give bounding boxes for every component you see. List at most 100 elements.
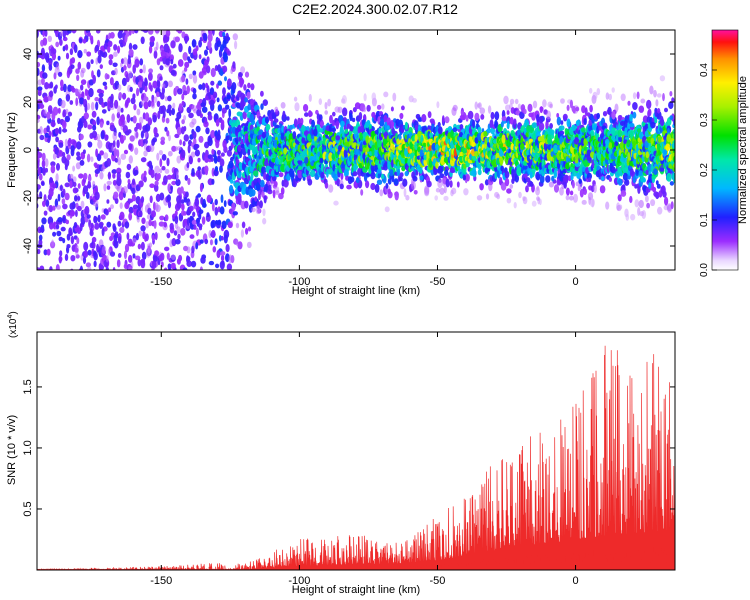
spectrogram-cell <box>42 166 46 176</box>
spectrogram-cell <box>319 121 325 126</box>
spectrogram-cell <box>85 262 91 268</box>
spectrogram-cell <box>55 224 60 230</box>
spectrogram-cell <box>134 126 138 132</box>
spectrogram-cell <box>251 207 256 213</box>
spectrogram-cell <box>42 37 48 46</box>
spectrogram-cell <box>113 240 119 249</box>
spectrogram-cell <box>260 90 264 97</box>
spectrogram-cell <box>56 153 60 159</box>
spectrogram-cell <box>148 219 152 227</box>
spectrogram-cell <box>443 195 449 201</box>
spectrogram-cell <box>459 114 465 120</box>
spectrogram-cell <box>117 220 122 227</box>
spectrogram-cell <box>43 210 48 216</box>
spectrogram-cell <box>182 211 187 216</box>
spectrogram-cell <box>318 98 322 105</box>
spectrogram-cell <box>166 45 170 54</box>
spectrogram-cell <box>79 97 85 105</box>
spectrogram-cell <box>222 31 226 38</box>
spectrogram-cell <box>60 226 66 232</box>
spectrogram-cell <box>56 230 62 237</box>
spectrogram-cell <box>90 222 94 229</box>
spectrogram-cell <box>127 57 132 65</box>
spectrogram-cell <box>415 124 419 131</box>
spectrogram-cell <box>82 38 87 44</box>
spectrogram-cell <box>96 88 103 94</box>
spectrogram-cell <box>49 177 53 184</box>
spectrogram-cell <box>174 36 180 43</box>
spectrogram-cell <box>58 150 64 157</box>
spectrogram-cell <box>78 173 84 179</box>
spectrogram-cell <box>349 176 355 183</box>
spectrogram-cell <box>471 169 477 177</box>
spectrogram-cell <box>232 33 238 41</box>
spectrogram-cell <box>510 130 515 137</box>
spectrogram-cell <box>527 103 533 113</box>
spectrogram-cell <box>399 112 404 120</box>
spectrogram-cell <box>190 151 196 158</box>
spectrogram-cell <box>275 190 280 196</box>
spectrogram-cell <box>426 180 432 188</box>
spectrogram-cell <box>63 83 67 93</box>
spectrogram-cell <box>140 138 144 148</box>
spectrogram-cell <box>45 167 48 173</box>
spectrogram-cell <box>52 106 59 116</box>
spectrogram-cell <box>243 84 247 91</box>
spectrogram-cell <box>113 51 118 57</box>
spectrogram-cell <box>211 229 216 239</box>
spectrogram-cell <box>132 269 134 270</box>
spectrogram-cell <box>90 101 95 111</box>
spectrogram-cell <box>76 205 82 212</box>
spectrogram-cell <box>62 120 67 129</box>
spectrogram-cell <box>449 167 455 174</box>
spectrogram-cell <box>210 221 215 229</box>
spectrogram-cell <box>47 137 51 143</box>
spectrogram-cell <box>153 50 158 59</box>
spectrogram-cell <box>237 144 242 152</box>
spectrogram-cell <box>177 88 183 95</box>
spectrogram-cell <box>150 35 155 43</box>
spectrogram-cell <box>278 172 284 178</box>
spectrogram-cell <box>212 246 217 253</box>
spectrogram-cell <box>91 236 97 243</box>
spectrogram-cell <box>514 98 519 105</box>
spectrogram-cell <box>319 157 324 163</box>
spectrogram-cell <box>153 96 158 103</box>
spectrogram-cell <box>143 96 149 102</box>
spectrogram-cell <box>184 61 190 69</box>
spectrogram-cell <box>222 65 228 73</box>
spectrogram-cell <box>160 136 166 142</box>
spectrogram-cell <box>462 174 467 181</box>
spectrogram-cell <box>280 163 286 173</box>
spectrogram-cell <box>581 127 586 133</box>
spectrogram-cell <box>86 51 92 57</box>
spectrogram-cell <box>240 66 246 74</box>
spectrogram-cell <box>87 141 93 148</box>
spectrogram-cell <box>202 198 206 208</box>
spectrogram-cell <box>128 30 132 36</box>
spectrogram-cell <box>66 244 71 249</box>
spectrogram-cell <box>159 192 165 201</box>
spectrogram-cell <box>214 206 219 216</box>
spectrogram-cell <box>200 102 206 108</box>
spectrogram-cell <box>76 155 82 161</box>
spectrogram-cell <box>55 41 60 48</box>
spectrogram-cell <box>353 164 359 170</box>
spectrogram-cell <box>351 117 356 123</box>
spectrogram-cell <box>219 158 225 167</box>
spectrogram-cell <box>328 184 334 193</box>
spectrogram-cell <box>143 30 149 33</box>
spectrogram-cell <box>178 43 183 53</box>
spectrogram-cell <box>38 239 43 246</box>
spectrogram-cell <box>181 203 185 211</box>
spectrogram-cell <box>188 112 194 119</box>
spectrogram-cell <box>69 48 74 56</box>
spectrogram-cell <box>37 118 40 124</box>
spectrogram-cell <box>57 107 61 114</box>
spectrogram-cell <box>104 209 109 216</box>
spectrogram-cell <box>506 123 510 129</box>
spectrogram-cell <box>217 80 223 86</box>
spectrogram-cell <box>197 223 203 228</box>
spectrogram-cell <box>535 186 540 196</box>
